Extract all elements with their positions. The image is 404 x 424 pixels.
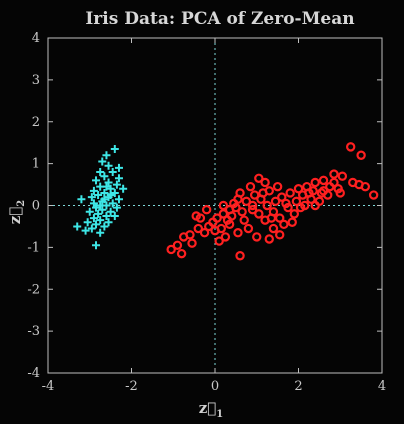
data-point-circle	[268, 214, 275, 221]
data-point-circle	[330, 179, 337, 186]
y-tick-label: -1	[27, 240, 40, 255]
y-tick-label: 0	[32, 199, 40, 214]
data-point-circle	[270, 225, 277, 232]
y-axis-label: z⃗2	[6, 200, 27, 225]
data-point-plus	[86, 208, 94, 216]
data-point-circle	[234, 229, 241, 236]
data-point-plus	[92, 176, 100, 184]
data-point-plus	[119, 185, 127, 193]
data-point-plus	[96, 229, 104, 237]
data-point-circle	[291, 210, 298, 217]
data-point-circle	[216, 237, 223, 244]
data-point-circle	[241, 217, 248, 224]
data-point-circle	[362, 183, 369, 190]
data-point-plus	[113, 204, 121, 212]
data-point-circle	[266, 235, 273, 242]
x-axis-label: z⃗1	[199, 399, 224, 420]
data-point-circle	[370, 191, 377, 198]
x-tick-label: -2	[125, 379, 138, 394]
series-cyan-plus	[73, 145, 127, 249]
data-point-circle	[320, 177, 327, 184]
series-red-circle	[168, 143, 378, 259]
data-point-plus	[100, 222, 108, 230]
data-point-plus	[105, 162, 113, 170]
x-axis-label-main: z⃗	[199, 399, 217, 417]
data-point-plus	[115, 195, 123, 203]
data-point-plus	[92, 241, 100, 249]
data-point-circle	[234, 196, 241, 203]
data-point-circle	[295, 185, 302, 192]
data-point-circle	[253, 233, 260, 240]
y-axis-label-sub: 2	[16, 200, 27, 207]
data-point-plus	[98, 158, 106, 166]
data-point-circle	[245, 225, 252, 232]
data-point-circle	[226, 206, 233, 213]
data-point-circle	[195, 225, 202, 232]
data-point-plus	[111, 212, 119, 220]
data-point-circle	[358, 152, 365, 159]
data-point-plus	[111, 145, 119, 153]
y-tick-label: 1	[32, 157, 40, 172]
y-axis-label-main: z⃗	[6, 207, 24, 225]
data-point-plus	[107, 208, 115, 216]
data-point-plus	[73, 222, 81, 230]
data-point-circle	[312, 179, 319, 186]
data-point-circle	[209, 219, 216, 226]
data-point-circle	[259, 189, 266, 196]
data-point-circle	[188, 240, 195, 247]
data-point-plus	[77, 195, 85, 203]
data-point-circle	[236, 252, 243, 259]
data-point-plus	[96, 168, 104, 176]
y-tick-label: -2	[27, 282, 40, 297]
data-point-circle	[203, 206, 210, 213]
data-point-plus	[100, 172, 108, 180]
data-point-circle	[276, 231, 283, 238]
y-tick-label: 2	[32, 115, 40, 130]
y-tick-label: -3	[27, 324, 40, 339]
data-point-circle	[272, 198, 279, 205]
data-point-circle	[178, 250, 185, 257]
data-point-circle	[180, 233, 187, 240]
x-axis-label-sub: 1	[216, 409, 223, 420]
x-tick-label: 4	[378, 379, 386, 394]
y-tick-label: -4	[27, 366, 40, 381]
data-point-plus	[109, 168, 117, 176]
data-point-circle	[280, 221, 287, 228]
data-point-circle	[289, 219, 296, 226]
x-tick-label: 0	[211, 379, 219, 394]
data-point-circle	[274, 183, 281, 190]
data-point-circle	[168, 246, 175, 253]
data-point-circle	[347, 143, 354, 150]
chart-title: Iris Data: PCA of Zero-Mean	[85, 9, 354, 29]
data-point-circle	[287, 189, 294, 196]
data-point-circle	[264, 202, 271, 209]
data-point-plus	[84, 218, 92, 226]
data-point-circle	[312, 202, 319, 209]
x-tick-label: 2	[294, 379, 302, 394]
y-tick-label: 3	[32, 73, 40, 88]
data-point-circle	[339, 173, 346, 180]
data-point-circle	[330, 170, 337, 177]
data-point-circle	[255, 175, 262, 182]
data-point-plus	[102, 151, 110, 159]
data-point-circle	[247, 183, 254, 190]
data-point-plus	[115, 164, 123, 172]
x-tick-label: -4	[42, 379, 55, 394]
y-tick-label: 4	[32, 31, 40, 46]
